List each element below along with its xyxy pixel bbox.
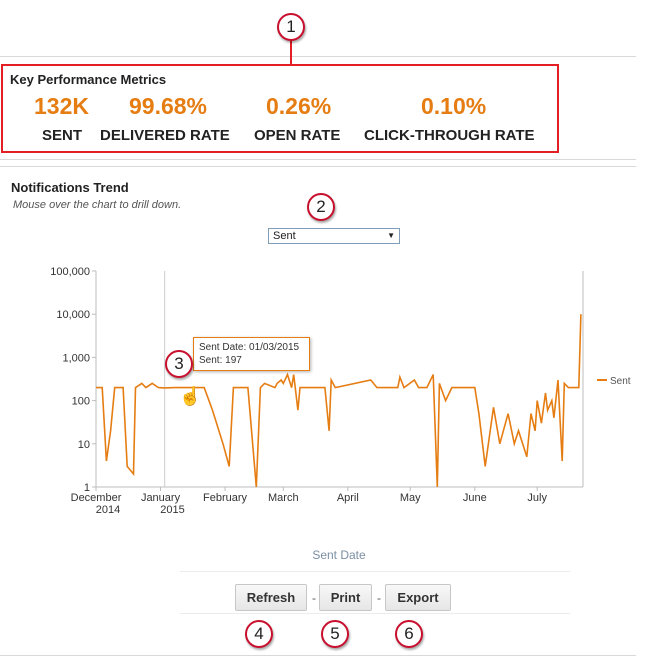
hand-cursor-icon: ☝ [179, 386, 202, 406]
divider-top [0, 56, 636, 57]
callout-1-connector [290, 36, 292, 65]
tooltip-value: Sent: 197 [199, 355, 242, 366]
divider-kpi-bottom [0, 159, 636, 160]
divider-bottom [0, 655, 636, 656]
y-tick-label: 1 [84, 482, 90, 494]
callout-4-badge: 4 [245, 620, 273, 648]
trend-subtitle: Mouse over the chart to drill down. [13, 199, 182, 211]
dropdown-arrow-icon: ▼ [387, 231, 395, 240]
metric-select[interactable]: Sent ▼ [268, 228, 400, 244]
x-tick-label: April [337, 492, 359, 504]
kpi-delivered-value: 99.68% [129, 93, 208, 119]
kpi-panel: Key Performance Metrics 132K SENT 99.68%… [1, 64, 559, 153]
callout-5-badge: 5 [321, 620, 349, 648]
y-tick-label: 10 [78, 439, 90, 451]
chart-tooltip: Sent Date: 01/03/2015 Sent: 197 [193, 337, 310, 371]
x-tick-year-label: 2014 [96, 504, 120, 516]
series-line-sent[interactable] [96, 314, 582, 488]
print-button[interactable]: Print [319, 584, 372, 611]
callout-6-badge: 6 [395, 620, 423, 648]
x-tick-label: July [527, 492, 547, 504]
y-tick-label: 100,000 [50, 266, 90, 278]
kpi-title: Key Performance Metrics [10, 72, 167, 87]
callout-2-badge: 2 [307, 193, 335, 221]
divider-buttons [180, 571, 570, 572]
x-tick-label: December [71, 492, 122, 504]
export-button[interactable]: Export [385, 584, 451, 611]
kpi-sent-value: 132K [34, 93, 89, 119]
kpi-delivered-label: DELIVERED RATE [100, 127, 230, 144]
tooltip-date: Sent Date: 01/03/2015 [199, 342, 300, 353]
refresh-button[interactable]: Refresh [235, 584, 307, 611]
kpi-open-label: OPEN RATE [254, 127, 341, 144]
x-tick-label: June [463, 492, 487, 504]
x-axis-title: Sent Date [312, 548, 366, 562]
x-tick-label: February [203, 492, 248, 504]
separator-2: - [377, 591, 381, 605]
x-tick-label: January [141, 492, 181, 504]
kpi-open-value: 0.26% [266, 93, 332, 119]
trend-title: Notifications Trend [11, 180, 129, 195]
y-tick-label: 1,000 [62, 352, 90, 364]
x-tick-label: May [400, 492, 421, 504]
x-tick-label: March [268, 492, 299, 504]
x-tick-year-label: 2015 [160, 504, 184, 516]
separator-1: - [312, 591, 316, 605]
callout-3-badge: 3 [165, 350, 193, 378]
y-tick-label: 100 [72, 396, 90, 408]
metric-select-value: Sent [273, 230, 296, 242]
kpi-ctr-value: 0.10% [421, 93, 487, 119]
divider-buttons-bottom [180, 613, 570, 614]
y-tick-label: 10,000 [56, 309, 90, 321]
kpi-sent-label: SENT [42, 127, 83, 144]
kpi-ctr-label: CLICK-THROUGH RATE [364, 127, 535, 144]
legend-label-sent: Sent [610, 376, 631, 387]
divider-trend-top [0, 166, 636, 167]
callout-1-badge: 1 [277, 13, 305, 41]
